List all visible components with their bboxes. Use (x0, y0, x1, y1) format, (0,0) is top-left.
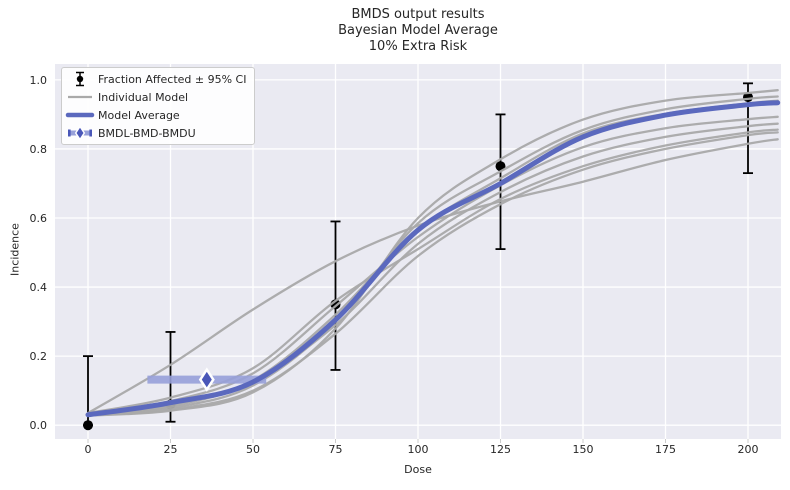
y-tick-label: 0.8 (30, 143, 48, 156)
x-tick-label: 100 (408, 443, 429, 456)
bmd-marker (198, 367, 215, 392)
observed-point-marker (83, 420, 93, 431)
x-tick-label: 0 (85, 443, 92, 456)
legend-item-individual-model: Individual Model (62, 88, 254, 106)
y-tick-label: 0.6 (30, 212, 48, 225)
x-axis-label: Dose (404, 463, 432, 476)
chart-title-line-2: Bayesian Model Average (338, 23, 498, 38)
individual-model-curve (86, 115, 779, 415)
legend: Fraction Affected ± 95% CI Individual Mo… (61, 67, 255, 145)
y-tick-label: 0.4 (30, 281, 48, 294)
individual-model-curve (86, 128, 779, 415)
errorbar-point-icon (62, 71, 98, 87)
x-tick-label: 150 (573, 443, 594, 456)
model-average-curve (85, 100, 781, 418)
y-tick-label: 1.0 (30, 74, 48, 87)
x-tick-label: 125 (490, 443, 511, 456)
chart-title: BMDS output results Bayesian Model Avera… (218, 7, 618, 55)
y-axis-label: Incidence (8, 223, 22, 276)
chart-title-line-3: 10% Extra Risk (368, 39, 468, 54)
chart-title-line-1: BMDS output results (351, 7, 485, 22)
legend-item-bmdl-bmd-bmdu: BMDL-BMD-BMDU (62, 124, 254, 142)
legend-label: BMDL-BMD-BMDU (98, 126, 196, 140)
gray-line-icon (62, 89, 98, 105)
legend-label: Fraction Affected ± 95% CI (98, 72, 247, 86)
individual-model-curve (86, 131, 779, 417)
individual-model-curve (86, 95, 779, 416)
x-tick-label: 200 (738, 443, 759, 456)
blue-line-icon (62, 107, 98, 123)
y-tick-label: 0.0 (30, 419, 48, 432)
legend-label: Model Average (98, 108, 180, 122)
bmd-interval-icon (62, 125, 98, 141)
individual-model-curve (86, 89, 779, 417)
x-tick-label: 175 (655, 443, 676, 456)
x-tick-label: 50 (246, 443, 260, 456)
y-tick-label: 0.2 (30, 350, 48, 363)
legend-item-model-average: Model Average (62, 106, 254, 124)
x-tick-label: 25 (164, 443, 178, 456)
legend-label: Individual Model (98, 90, 189, 104)
legend-item-fraction-affected: Fraction Affected ± 95% CI (62, 70, 254, 88)
x-tick-label: 75 (329, 443, 343, 456)
